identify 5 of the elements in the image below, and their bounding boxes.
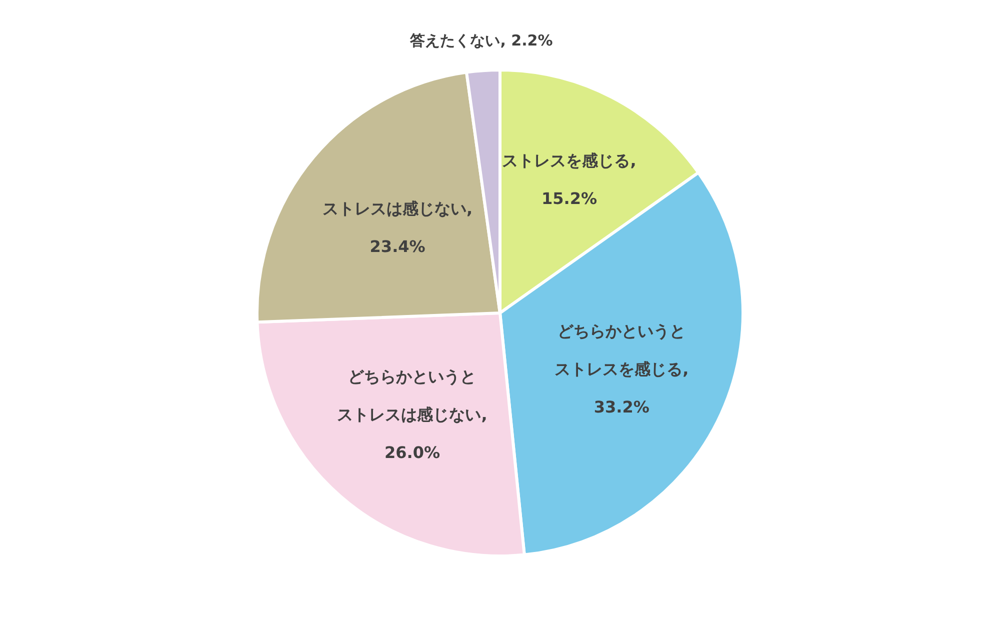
slice-label: どちらかというとストレスは感じない, 26.0% bbox=[337, 366, 488, 462]
slice-label: ストレスを感じる, 15.2% bbox=[502, 151, 636, 208]
slice-label: どちらかというとストレスを感じる, 33.2% bbox=[554, 321, 689, 416]
slice-label: 答えたくない, 2.2% bbox=[409, 32, 553, 50]
slice-label: ストレスは感じない, 23.4% bbox=[322, 199, 473, 256]
